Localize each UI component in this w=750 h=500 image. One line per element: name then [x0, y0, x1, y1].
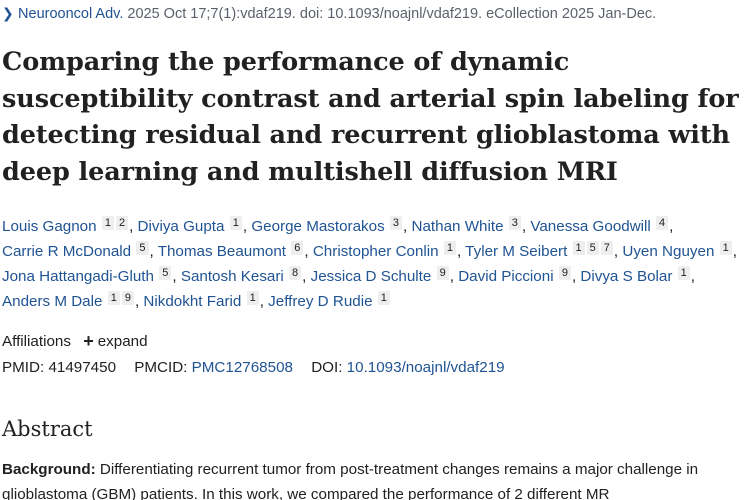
affiliation-ref-badge[interactable]: 1 — [101, 216, 114, 230]
author-name-link[interactable]: Anders M Dale — [2, 293, 103, 310]
affiliation-ref-badge[interactable]: 4 — [656, 216, 669, 230]
affiliation-ref-badge[interactable]: 8 — [289, 266, 302, 280]
identifier-row: PMID: 41497450 PMCID: PMC12768508 DOI: 1… — [2, 358, 505, 378]
author-name-link[interactable]: Nikdokht Farid — [143, 293, 242, 310]
citation-details: 2025 Oct 17;7(1):vdaf219. doi: 10.1093/n… — [123, 6, 657, 22]
author-item: Jeffrey D Rudie 1 — [268, 291, 391, 310]
affiliation-ref-badge[interactable]: 9 — [558, 266, 571, 280]
affiliation-ref-badge[interactable]: 7 — [600, 241, 613, 255]
author-name-link[interactable]: Tyler M Seibert — [465, 243, 568, 260]
author-separator: , — [732, 243, 737, 260]
pmcid-label: PMCID: — [134, 359, 188, 376]
abstract-background: Background: Differentiating recurrent tu… — [2, 457, 750, 500]
author-separator: , — [304, 243, 309, 260]
article-title: Comparing the performance of dynamic sus… — [2, 47, 739, 187]
author-name-link[interactable]: David Piccioni — [458, 268, 554, 285]
author-item: Thomas Beaumont 6, — [157, 241, 309, 260]
author-separator: , — [172, 268, 177, 285]
doi-label: DOI: — [311, 359, 343, 376]
author-item: David Piccioni 9, — [458, 266, 577, 285]
author-item: Jona Hattangadi-Gluth 5, — [2, 266, 177, 285]
author-name-link[interactable]: Jessica D Schulte — [310, 268, 432, 285]
author-item: Divya S Bolar 1, — [580, 266, 696, 285]
author-item: Vanessa Goodwill 4, — [530, 216, 674, 235]
author-name-link[interactable]: Santosh Kesari — [180, 268, 284, 285]
affiliation-ref-badge[interactable]: 9 — [121, 291, 134, 305]
affiliation-ref-badge[interactable]: 1 — [377, 291, 390, 305]
affiliation-ref-badge[interactable]: 5 — [586, 241, 599, 255]
author-separator: , — [449, 268, 454, 285]
affiliation-ref-badge[interactable]: 1 — [107, 291, 120, 305]
affiliation-ref-badge[interactable]: 1 — [719, 241, 732, 255]
citation-line: ❯ Neurooncol Adv. 2025 Oct 17;7(1):vdaf2… — [2, 3, 656, 24]
author-item: Jessica D Schulte 9, — [310, 266, 454, 285]
plus-icon: + — [83, 331, 94, 351]
affiliations-row: Affiliations + expand — [2, 331, 148, 352]
author-separator: , — [521, 218, 527, 235]
pmid-value: 41497450 — [48, 359, 117, 376]
affiliation-ref-badge[interactable]: 3 — [508, 216, 521, 230]
author-name-link[interactable]: Christopher Conlin — [312, 243, 439, 260]
pmcid-link[interactable]: PMC12768508 — [191, 359, 293, 376]
pmid-label: PMID: — [2, 359, 45, 376]
affiliation-ref-badge[interactable]: 1 — [677, 266, 690, 280]
author-separator: , — [134, 293, 140, 310]
author-separator: , — [613, 243, 619, 260]
author-name-link[interactable]: George Mastorakos — [251, 218, 385, 235]
author-name-link[interactable]: Vanessa Goodwill — [530, 218, 651, 235]
journal-link[interactable]: Neurooncol Adv. — [18, 6, 124, 22]
author-item: George Mastorakos 3, — [251, 216, 408, 235]
author-item: Santosh Kesari 8, — [180, 266, 307, 285]
affiliation-ref-badge[interactable]: 1 — [246, 291, 259, 305]
author-name-link[interactable]: Thomas Beaumont — [157, 243, 287, 260]
affiliation-ref-badge[interactable]: 3 — [389, 216, 403, 230]
author-name-link[interactable]: Divya S Bolar — [580, 268, 673, 285]
affiliation-ref-badge[interactable]: 9 — [436, 266, 449, 280]
author-item: Diviya Gupta 1, — [137, 216, 248, 235]
author-item: Uyen Nguyen 1, — [622, 241, 737, 260]
author-name-link[interactable]: Jona Hattangadi-Gluth — [2, 268, 154, 285]
author-separator: , — [571, 268, 577, 285]
author-item: Christopher Conlin 1, — [312, 241, 462, 260]
affiliation-ref-badge[interactable]: 1 — [572, 241, 585, 255]
doi-link[interactable]: 10.1093/noajnl/vdaf219 — [346, 359, 505, 376]
author-name-link[interactable]: Jeffrey D Rudie — [268, 293, 373, 310]
background-label: Background: — [2, 461, 96, 478]
author-name-link[interactable]: Diviya Gupta — [137, 218, 225, 235]
author-separator: , — [259, 293, 264, 310]
author-item: Carrie R McDonald 5, — [2, 241, 154, 260]
affiliation-ref-badge[interactable]: 1 — [443, 241, 456, 255]
author-separator: , — [403, 218, 408, 235]
affiliation-ref-badge[interactable]: 5 — [136, 241, 149, 255]
affiliation-ref-badge[interactable]: 6 — [291, 241, 304, 255]
author-item: Nathan White 3, — [411, 216, 527, 235]
author-separator: , — [669, 218, 674, 235]
author-item: Nikdokht Farid 1, — [143, 291, 264, 310]
abstract-heading: Abstract — [2, 417, 93, 441]
author-separator: , — [302, 268, 307, 285]
author-name-link[interactable]: Louis Gagnon — [2, 218, 97, 235]
affiliations-expand-button[interactable]: + expand — [83, 331, 148, 351]
affiliation-ref-badge[interactable]: 2 — [115, 216, 129, 230]
affiliation-ref-badge[interactable]: 1 — [229, 216, 242, 230]
author-separator: , — [129, 218, 134, 235]
author-name-link[interactable]: Nathan White — [411, 218, 504, 235]
affiliations-label: Affiliations — [2, 333, 71, 350]
background-text: Differentiating recurrent tumor from pos… — [2, 461, 699, 500]
author-separator: , — [242, 218, 248, 235]
author-name-link[interactable]: Carrie R McDonald — [2, 243, 132, 260]
author-separator: , — [149, 243, 154, 260]
affiliation-ref-badge[interactable]: 5 — [159, 266, 172, 280]
author-separator: , — [456, 243, 462, 260]
chevron-right-icon[interactable]: ❯ — [2, 5, 14, 21]
author-separator: , — [690, 268, 696, 285]
author-name-link[interactable]: Uyen Nguyen — [622, 243, 715, 260]
expand-label: expand — [97, 333, 148, 350]
